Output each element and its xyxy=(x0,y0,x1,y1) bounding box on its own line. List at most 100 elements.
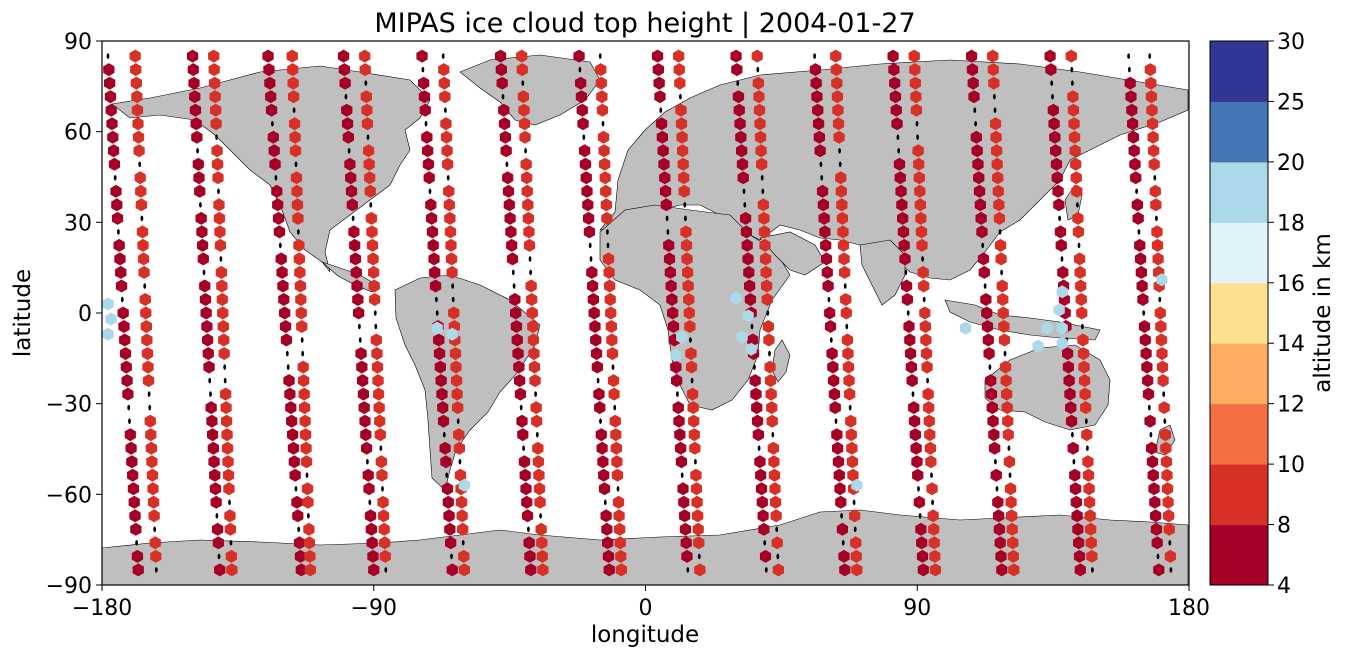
cloud-top-marker xyxy=(213,198,225,212)
cloud-top-marker xyxy=(1162,495,1174,509)
cloud-top-marker xyxy=(908,49,920,63)
cloud-top-marker xyxy=(197,238,209,252)
land-india xyxy=(859,239,906,306)
cloud-top-marker xyxy=(1158,401,1170,415)
cloud-top-marker xyxy=(134,171,146,185)
cloud-free-marker xyxy=(761,188,765,195)
cloud-top-marker xyxy=(1001,401,1013,415)
cloud-top-marker xyxy=(136,225,149,239)
cloud-free-marker xyxy=(294,161,298,168)
cloud-top-marker xyxy=(1008,563,1020,577)
cloud-top-marker xyxy=(1006,509,1018,523)
cloud-top-marker xyxy=(379,549,391,563)
cloud-top-marker xyxy=(449,347,462,361)
cloud-top-marker xyxy=(1128,144,1140,158)
cloud-top-marker xyxy=(214,225,226,239)
cloud-top-marker xyxy=(458,478,470,492)
cloud-top-marker xyxy=(1057,265,1069,279)
cloud-top-marker xyxy=(1127,130,1139,144)
cloud-free-marker xyxy=(665,215,669,222)
cloud-top-marker xyxy=(573,49,585,63)
orbit-track xyxy=(730,49,772,573)
cloud-free-marker xyxy=(196,148,200,154)
cloud-free-marker xyxy=(1147,404,1151,411)
cloud-top-marker xyxy=(913,171,925,185)
cloud-top-marker xyxy=(989,117,1002,131)
cloud-free-marker xyxy=(113,175,117,181)
cloud-top-marker xyxy=(440,117,452,131)
cloud-top-marker xyxy=(419,103,431,117)
cloud-top-marker xyxy=(615,549,627,563)
cloud-free-marker xyxy=(373,310,377,316)
cloud-free-marker xyxy=(1142,310,1146,316)
cloud-free-marker xyxy=(522,445,525,452)
cloud-free-marker xyxy=(138,161,142,168)
orbit-track xyxy=(908,49,941,577)
cloud-free-marker xyxy=(223,377,227,384)
cloud-top-marker xyxy=(293,252,305,266)
cloud-top-marker xyxy=(730,49,742,63)
orbit-track xyxy=(208,49,238,577)
cloud-top-marker xyxy=(129,49,141,63)
cloud-top-marker xyxy=(998,333,1010,347)
cloud-top-marker xyxy=(203,360,215,374)
cloud-free-marker xyxy=(445,472,449,479)
x-axis-label: longitude xyxy=(591,622,699,648)
cloud-top-marker xyxy=(896,198,908,212)
cloud-top-marker xyxy=(684,320,696,333)
cloud-top-marker xyxy=(213,211,226,225)
cloud-free-marker xyxy=(1153,175,1157,181)
cloud-top-marker xyxy=(583,225,595,239)
cloud-top-marker xyxy=(610,441,622,455)
cloud-free-marker xyxy=(753,364,756,370)
cloud-top-marker xyxy=(844,387,856,401)
cloud-top-marker xyxy=(187,63,199,77)
cloud-free-marker xyxy=(750,323,754,330)
cloud-top-marker xyxy=(1160,441,1172,455)
cloud-top-marker xyxy=(1081,428,1093,442)
cloud-top-marker xyxy=(1156,347,1168,361)
cloud-free-marker xyxy=(743,202,747,208)
cloud-top-marker xyxy=(987,63,999,77)
cloud-top-marker xyxy=(923,401,935,415)
cloud-top-marker xyxy=(108,144,120,158)
cloud-top-marker xyxy=(596,441,608,455)
cloud-top-marker xyxy=(991,157,1003,171)
cloud-top-marker xyxy=(418,90,431,104)
cloud-top-marker xyxy=(995,549,1007,563)
cloud-top-marker xyxy=(191,130,203,144)
cloud-top-marker xyxy=(1083,482,1095,496)
cloud-top-marker xyxy=(678,171,690,185)
cloud-top-marker xyxy=(580,171,592,185)
orbit-track xyxy=(438,53,470,577)
cloud-top-marker xyxy=(518,117,531,131)
cloud-top-marker xyxy=(364,171,376,185)
cloud-top-marker xyxy=(913,157,925,171)
cloud-top-marker xyxy=(341,103,353,117)
cloud-top-marker xyxy=(1075,293,1087,306)
cloud-top-marker xyxy=(682,265,694,279)
cloud-free-marker xyxy=(120,296,124,303)
cloud-top-marker xyxy=(1132,211,1144,225)
cloud-top-marker xyxy=(289,130,301,144)
cloud-top-marker xyxy=(1080,401,1092,415)
cloud-top-marker xyxy=(1002,414,1014,428)
cloud-top-marker xyxy=(189,103,202,117)
cloud-free-marker xyxy=(689,337,692,343)
cloud-top-marker xyxy=(831,76,843,90)
cloud-top-marker xyxy=(1069,468,1081,482)
cloud-top-marker xyxy=(1051,171,1063,185)
cloud-top-marker xyxy=(1146,103,1158,117)
cloud-free-marker xyxy=(616,486,620,492)
cloud-top-marker xyxy=(582,198,594,212)
cloud-free-marker xyxy=(450,553,453,560)
cloud-top-marker xyxy=(418,76,430,90)
cloud-top-marker xyxy=(346,198,358,212)
cloud-top-marker xyxy=(278,293,290,306)
cloud-top-marker xyxy=(831,428,843,442)
cloud-top-marker xyxy=(363,144,375,158)
orbit-track xyxy=(103,53,144,577)
cloud-top-marker xyxy=(496,76,508,90)
cloud-free-marker xyxy=(511,269,515,276)
cloud-free-marker xyxy=(1072,458,1076,465)
